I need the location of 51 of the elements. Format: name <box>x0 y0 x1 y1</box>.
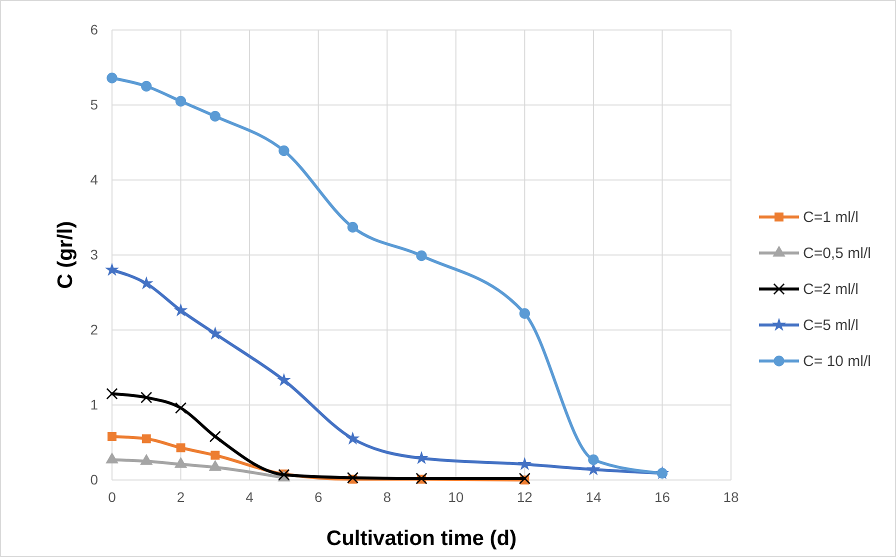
point <box>106 72 118 84</box>
point <box>346 472 358 484</box>
point <box>346 431 360 445</box>
point <box>108 432 116 441</box>
point <box>175 96 186 107</box>
point <box>416 250 427 262</box>
point <box>106 388 118 400</box>
legend-label: C= 10 ml/l <box>803 353 871 370</box>
x-tick-label: 0 <box>108 488 116 505</box>
point <box>209 430 221 442</box>
y-tick-label: 4 <box>90 171 98 188</box>
legend-label: C=1 ml/l <box>803 209 858 226</box>
point <box>276 372 291 386</box>
legend-label: C=0,5 ml/l <box>803 245 871 262</box>
x-tick-label: 6 <box>314 488 322 505</box>
x-tick-label: 10 <box>448 488 464 505</box>
y-tick-label: 1 <box>90 396 98 412</box>
y-tick-label: 2 <box>90 321 98 338</box>
point <box>139 276 154 290</box>
x-tick-label: 2 <box>176 488 185 505</box>
x-tick-label: 4 <box>246 488 254 505</box>
point <box>140 392 152 404</box>
point <box>105 262 119 276</box>
point <box>518 472 530 484</box>
point <box>347 222 358 233</box>
x-tick-label: 16 <box>654 488 670 505</box>
point <box>414 450 428 464</box>
point <box>210 450 220 460</box>
legend-label: C=5 ml/l <box>803 317 858 334</box>
x-axis-title: Cultivation time (d) <box>326 527 517 550</box>
x-tick-label: 14 <box>586 488 602 505</box>
point <box>176 443 186 452</box>
point <box>141 80 152 92</box>
y-axis-title: C (gr/l) <box>54 221 77 289</box>
point <box>588 454 599 466</box>
point <box>519 308 530 319</box>
y-tick-label: 0 <box>90 471 98 488</box>
y-tick-label: 5 <box>90 96 98 112</box>
point <box>175 402 187 414</box>
point <box>210 110 221 122</box>
point <box>208 326 222 340</box>
legend-label: C=2 ml/l <box>803 281 858 298</box>
x-tick-label: 8 <box>383 488 392 505</box>
x-tick-label: 12 <box>516 488 533 505</box>
point <box>142 434 151 444</box>
point <box>518 456 532 470</box>
y-tick-label: 3 <box>90 246 98 262</box>
point <box>174 303 188 316</box>
x-tick-label: 18 <box>723 488 739 505</box>
point <box>278 145 290 156</box>
y-tick-label: 6 <box>90 21 98 38</box>
